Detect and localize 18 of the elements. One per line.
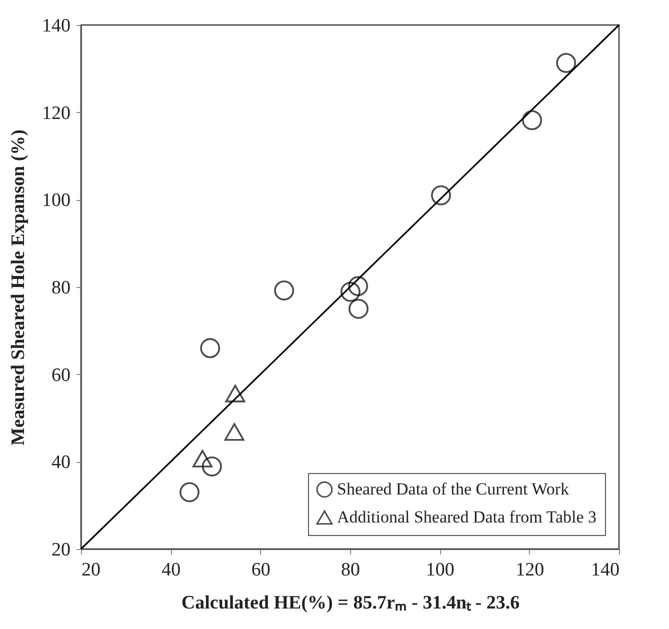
x-axis-title: Calculated HE(%) = 85.7rₘ - 31.4nₜ - 23.6 (181, 592, 520, 614)
y-tick-label: 40 (52, 452, 70, 474)
y-tick-label: 120 (42, 102, 70, 124)
y-axis-title: Measured Sheared Hole Expanson (%) (8, 130, 29, 446)
x-tick-label: 100 (426, 560, 454, 580)
x-tick-label: 20 (82, 560, 100, 580)
x-tick-label: 40 (162, 560, 181, 580)
x-tick-label: 60 (251, 560, 270, 580)
legend-label: Additional Sheared Data from Table 3 (337, 508, 597, 526)
y-tick-label: 80 (52, 278, 70, 298)
legend-label: Sheared Data of the Current Work (337, 480, 570, 498)
y-tick-label: 60 (52, 364, 70, 386)
x-tick-label: 140 (591, 560, 620, 580)
y-tick-label: 140 (42, 16, 70, 36)
y-tick-label: 100 (42, 190, 70, 212)
x-tick-label: 80 (341, 560, 360, 580)
y-tick-label: 20 (52, 540, 70, 560)
x-tick-label: 120 (516, 560, 544, 580)
